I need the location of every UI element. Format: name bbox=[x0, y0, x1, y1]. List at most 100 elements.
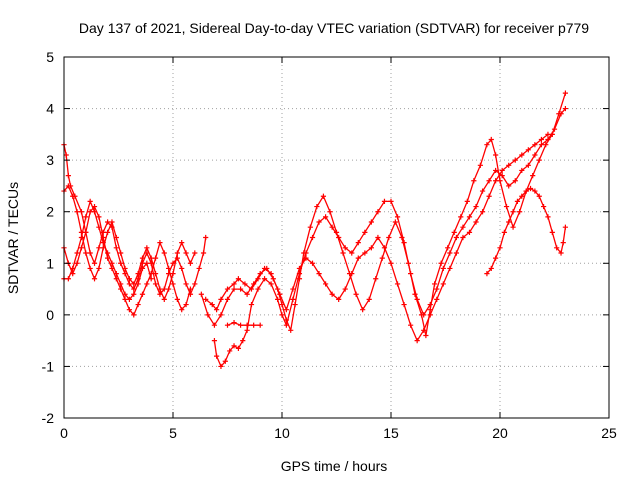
data-point-marker bbox=[473, 203, 479, 210]
data-point-marker bbox=[131, 281, 137, 287]
data-point-marker bbox=[166, 265, 172, 272]
data-point-marker bbox=[379, 255, 385, 261]
data-point-marker bbox=[65, 183, 71, 189]
data-point-marker bbox=[486, 193, 492, 199]
data-point-marker bbox=[231, 281, 237, 287]
data-point-marker bbox=[464, 198, 470, 204]
data-point-marker bbox=[368, 219, 374, 225]
data-point-marker bbox=[179, 240, 185, 246]
data-point-marker bbox=[360, 307, 366, 313]
data-point-marker bbox=[421, 327, 427, 333]
data-point-marker bbox=[479, 209, 486, 215]
data-point-marker bbox=[562, 90, 568, 96]
data-point-marker bbox=[211, 322, 218, 328]
data-point-marker bbox=[538, 136, 545, 143]
data-point-marker bbox=[527, 185, 534, 192]
data-point-marker bbox=[218, 312, 224, 318]
data-point-marker bbox=[519, 167, 525, 174]
data-point-marker bbox=[78, 245, 85, 251]
data-point-marker bbox=[558, 111, 564, 117]
data-point-marker bbox=[536, 193, 542, 199]
data-point-marker bbox=[198, 291, 204, 297]
data-point-marker bbox=[126, 296, 132, 302]
y-tick-label: 2 bbox=[46, 204, 54, 220]
data-point-marker bbox=[87, 250, 93, 256]
data-point-marker bbox=[248, 301, 255, 308]
data-point-marker bbox=[549, 229, 555, 235]
data-point-marker bbox=[316, 219, 322, 225]
data-point-marker bbox=[432, 281, 438, 287]
data-point-marker bbox=[453, 234, 459, 241]
data-point-marker bbox=[83, 229, 89, 235]
data-point-marker bbox=[237, 322, 244, 328]
data-point-marker bbox=[355, 255, 361, 261]
grid bbox=[64, 57, 609, 418]
data-point-marker bbox=[118, 281, 124, 287]
data-point-marker bbox=[440, 281, 446, 287]
data-point-marker bbox=[203, 234, 209, 241]
data-point-marker bbox=[70, 265, 76, 272]
data-point-marker bbox=[510, 209, 516, 215]
data-point-marker bbox=[394, 281, 401, 287]
x-tick-label: 0 bbox=[60, 425, 68, 441]
data-point-marker bbox=[264, 265, 270, 272]
data-point-marker bbox=[118, 260, 124, 266]
data-point-marker bbox=[447, 250, 453, 256]
data-point-marker bbox=[488, 265, 494, 272]
data-point-marker bbox=[224, 286, 231, 292]
data-point-marker bbox=[70, 193, 76, 199]
data-point-marker bbox=[554, 245, 560, 251]
data-point-marker bbox=[423, 332, 429, 339]
data-point-marker bbox=[451, 229, 457, 235]
data-point-marker bbox=[316, 271, 322, 277]
data-point-marker bbox=[484, 142, 490, 148]
data-point-marker bbox=[109, 260, 115, 266]
data-point-marker bbox=[65, 276, 71, 282]
data-point-marker bbox=[126, 281, 132, 287]
x-tick-label: 10 bbox=[274, 425, 290, 441]
data-point-marker bbox=[122, 291, 128, 297]
y-tick-label: 3 bbox=[46, 152, 54, 168]
data-point-marker bbox=[458, 214, 464, 220]
data-point-marker bbox=[303, 250, 309, 256]
data-point-marker bbox=[257, 271, 263, 277]
data-point-marker bbox=[414, 296, 420, 302]
data-point-marker bbox=[329, 291, 335, 297]
data-point-marker bbox=[113, 271, 119, 277]
series-trace-b bbox=[61, 183, 198, 302]
data-point-marker bbox=[477, 162, 483, 168]
data-point-marker bbox=[368, 245, 374, 251]
data-point-marker bbox=[408, 322, 414, 328]
data-point-marker bbox=[183, 281, 189, 287]
data-point-marker bbox=[545, 136, 551, 143]
data-point-marker bbox=[126, 276, 132, 282]
data-point-marker bbox=[551, 126, 558, 132]
data-point-marker bbox=[231, 286, 237, 292]
data-point-marker bbox=[545, 131, 551, 137]
data-point-marker bbox=[562, 105, 568, 112]
data-point-marker bbox=[179, 307, 185, 313]
data-point-marker bbox=[560, 240, 566, 246]
data-point-marker bbox=[427, 301, 433, 308]
x-tick-label: 20 bbox=[492, 425, 508, 441]
data-point-marker bbox=[277, 291, 283, 297]
data-series bbox=[61, 90, 568, 370]
data-point-marker bbox=[131, 312, 137, 318]
data-point-marker bbox=[323, 281, 329, 287]
data-point-marker bbox=[279, 312, 285, 318]
data-point-marker bbox=[532, 152, 538, 158]
data-point-marker bbox=[336, 234, 342, 241]
data-point-marker bbox=[91, 209, 98, 215]
data-point-marker bbox=[434, 296, 440, 302]
data-point-marker bbox=[244, 327, 250, 333]
data-point-marker bbox=[486, 178, 492, 184]
data-point-marker bbox=[187, 286, 194, 292]
data-point-marker bbox=[525, 162, 531, 168]
data-point-marker bbox=[447, 265, 453, 272]
data-point-marker bbox=[242, 281, 248, 287]
data-point-marker bbox=[503, 203, 510, 210]
data-point-marker bbox=[414, 338, 420, 344]
data-point-marker bbox=[261, 276, 268, 282]
data-point-marker bbox=[320, 193, 327, 199]
data-point-marker bbox=[203, 296, 209, 302]
